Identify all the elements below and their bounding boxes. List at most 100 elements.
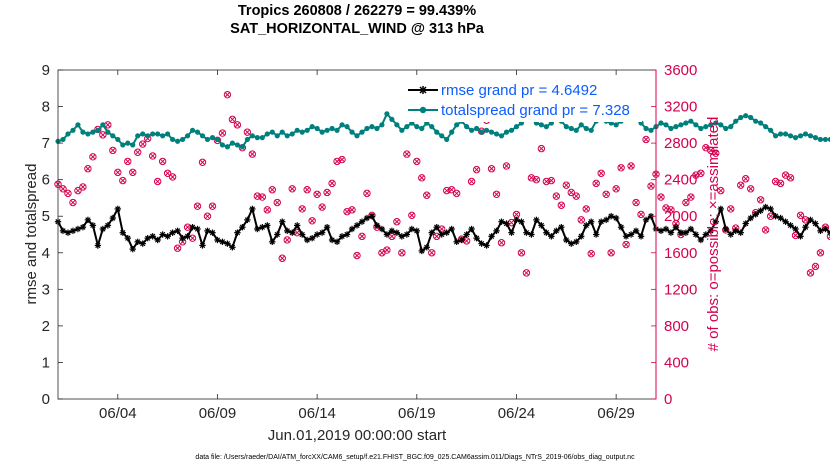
spread-point <box>748 114 754 121</box>
obs-assimilated-point <box>299 206 305 212</box>
spread-point <box>120 142 126 148</box>
obs-assimilated-point <box>807 270 814 276</box>
spread-point <box>324 127 330 133</box>
rmse-point <box>94 242 102 249</box>
obs-assimilated-point <box>319 204 325 210</box>
spread-point <box>414 124 420 130</box>
rmse-point <box>493 227 500 235</box>
rmse-point <box>588 218 595 225</box>
obs-assimilated-point <box>65 190 71 196</box>
rmse-point <box>742 220 749 227</box>
rmse-point <box>438 231 445 238</box>
rmse-point <box>558 223 565 231</box>
x-tick-label: 06/04 <box>99 405 137 422</box>
y-left-tick-label: 0 <box>42 391 50 408</box>
obs-assimilated-point <box>693 172 699 178</box>
obs-possible-point <box>582 205 590 213</box>
spread-point <box>802 131 809 137</box>
spread-point <box>239 144 245 150</box>
x-tick-label: 06/09 <box>199 405 237 422</box>
y-right-tick-label: 800 <box>664 318 689 335</box>
spread-point <box>234 142 240 148</box>
rmse-point <box>543 229 550 236</box>
rmse-point <box>782 218 789 225</box>
obs-possible-point <box>517 249 526 257</box>
obs-possible-point <box>64 189 72 198</box>
obs-assimilated-point <box>613 186 619 192</box>
rmse-point <box>762 203 769 211</box>
spread-point <box>165 131 171 137</box>
spread-point <box>573 127 579 133</box>
obs-assimilated-point <box>394 219 400 225</box>
plot-area <box>58 70 656 399</box>
rmse-point <box>812 220 819 227</box>
obs-assimilated-point <box>424 192 430 198</box>
obs-assimilated-point <box>543 178 549 185</box>
rmse-point <box>303 236 311 244</box>
obs-assimilated-point <box>503 163 510 169</box>
y-left-tick-label: 9 <box>42 62 50 79</box>
obs-possible-point <box>567 188 575 197</box>
spread-point <box>354 133 360 139</box>
obs-possible-point <box>109 146 117 155</box>
obs-assimilated-point <box>434 233 440 239</box>
obs-possible-point <box>612 185 620 193</box>
obs-possible-point <box>682 198 690 207</box>
rmse-point <box>199 242 206 249</box>
rmse-point <box>423 244 430 251</box>
rmse-point <box>468 225 475 233</box>
spread-point <box>115 136 121 143</box>
obs-possible-point <box>129 168 137 177</box>
spread-point <box>85 131 91 137</box>
obs-assimilated-point <box>155 178 161 185</box>
rmse-point <box>184 233 191 240</box>
obs-possible-point <box>208 202 217 210</box>
obs-assimilated-point <box>553 193 559 199</box>
rmse-point <box>104 222 112 229</box>
obs-assimilated-point <box>787 175 794 181</box>
spread-point <box>723 125 729 132</box>
obs-assimilated-point <box>165 170 171 176</box>
obs-assimilated-point <box>60 186 66 192</box>
obs-assimilated-point <box>249 151 255 157</box>
spread-point <box>289 131 295 137</box>
spread-point <box>384 111 390 117</box>
obs-possible-point <box>806 269 815 277</box>
obs-possible-point <box>492 190 501 198</box>
obs-possible-point <box>727 205 735 213</box>
rmse-point <box>712 218 719 225</box>
obs-assimilated-point <box>80 184 86 190</box>
spread-point <box>827 136 830 143</box>
rmse-point <box>269 238 276 246</box>
y-left-tick-label: 4 <box>42 245 50 262</box>
obs-assimilated-point <box>588 251 594 257</box>
rmse-point <box>797 233 804 240</box>
obs-assimilated-point <box>289 186 295 192</box>
rmse-point <box>757 207 764 214</box>
obs-assimilated-point <box>269 187 275 193</box>
spread-point <box>787 133 794 139</box>
spread-point <box>678 122 684 128</box>
rmse-point <box>209 229 216 236</box>
obs-possible-point <box>403 150 411 158</box>
spread-point <box>100 122 106 128</box>
obs-assimilated-point <box>663 205 669 211</box>
obs-possible-point <box>158 157 167 166</box>
spread-point <box>583 125 589 132</box>
obs-possible-point <box>353 251 361 260</box>
obs-possible-point <box>472 165 481 174</box>
obs-assimilated-point <box>324 189 330 196</box>
rmse-point <box>348 225 356 233</box>
obs-possible-point <box>278 254 286 262</box>
obs-assimilated-point <box>409 212 415 218</box>
spread-point <box>399 127 405 133</box>
rmse-point <box>174 227 181 235</box>
obs-possible-point <box>283 236 291 244</box>
rmse-point <box>338 233 346 240</box>
spread-point <box>464 124 470 130</box>
rmse-point <box>732 227 739 235</box>
obs-possible-point <box>308 217 316 225</box>
obs-assimilated-point <box>189 235 196 241</box>
obs-possible-point <box>522 269 531 277</box>
rmse-point <box>767 205 774 213</box>
